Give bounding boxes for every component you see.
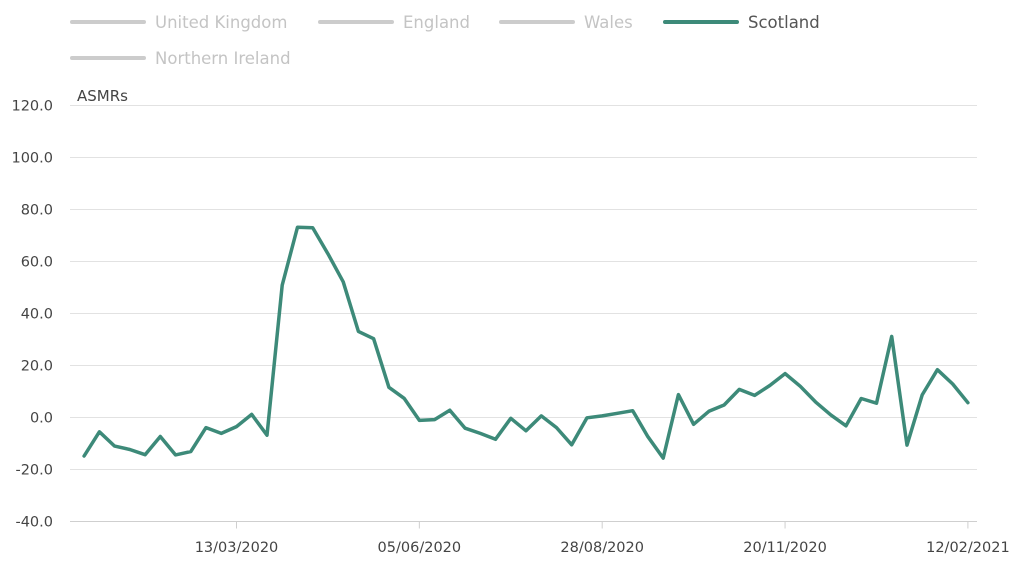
y-tick-label: 100.0 [11,151,53,167]
legend-swatch [318,20,394,24]
legend-label: Wales [584,12,633,32]
x-axis: 13/03/2020 05/06/2020 28/08/2020 20/11/2020… [70,521,1010,556]
y-tick-label: 0.0 [30,411,53,427]
gridlines [70,105,977,470]
y-tick-label: 40.0 [21,307,53,323]
series-line-scotland [82,225,970,460]
x-tick-label: 20/11/2020 [743,540,827,556]
legend-swatch [70,20,146,24]
y-tick-label: 80.0 [21,203,53,219]
legend-label: United Kingdom [155,12,288,32]
series-layer [82,225,970,460]
y-axis-ticks: 120.0 100.0 80.0 60.0 40.0 20.0 0.0 -20.0 -40.0 [11,99,53,531]
legend-label: England [403,12,470,32]
legend-item-northern-ireland[interactable]: Northern Ireland [70,47,291,69]
legend-label: Scotland [748,12,820,32]
legend-item-wales[interactable]: Wales [499,11,633,33]
chart-legend: United Kingdom England Wales Scotland Northe… [0,0,1024,80]
legend-item-england[interactable]: England [318,11,470,33]
x-tick-label: 13/03/2020 [195,540,279,556]
legend-label: Northern Ireland [155,48,291,68]
legend-item-united-kingdom[interactable]: United Kingdom [70,11,287,33]
y-tick-label: 120.0 [11,99,53,115]
y-tick-label: 60.0 [21,255,53,271]
y-tick-label: -40.0 [15,515,53,531]
y-tick-label: -20.0 [15,463,53,479]
x-tick-label: 05/06/2020 [378,540,462,556]
legend-swatch [663,20,739,24]
legend-swatch [70,56,146,60]
x-tick-label: 12/02/2021 [926,540,1010,556]
x-tick-label: 28/08/2020 [560,540,644,556]
y-tick-label: 20.0 [21,359,53,375]
legend-swatch [499,20,575,24]
legend-item-scotland[interactable]: Scotland [663,11,820,33]
y-axis-title: ASMRs [77,87,128,105]
